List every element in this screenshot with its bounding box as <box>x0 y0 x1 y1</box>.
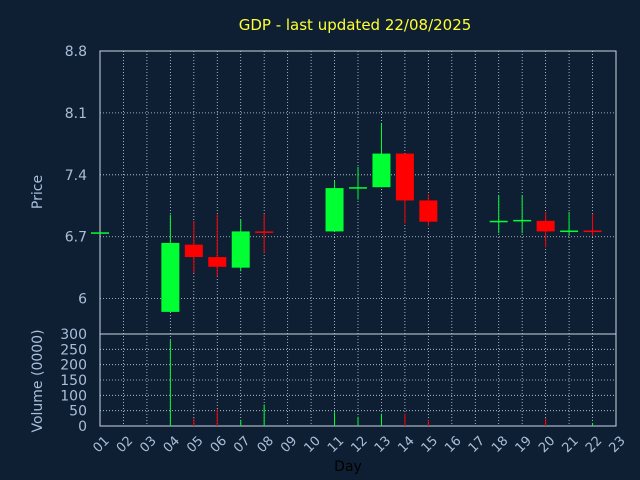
volume-tick-label: 200 <box>60 358 87 374</box>
price-tick-label: 6.7 <box>65 230 87 246</box>
candle-body <box>395 153 414 201</box>
volume-tick-label: 50 <box>69 404 87 420</box>
candle-body <box>489 220 508 223</box>
price-tick-label: 7.4 <box>65 168 87 184</box>
x-axis: 01 02 03 04 05 06 07 08 09 10 11 12 13 14 15 16 17 18 19 20… <box>90 434 628 456</box>
volume-tick-label: 0 <box>78 419 87 435</box>
volume-tick-label: 100 <box>60 388 87 404</box>
candle-body <box>91 232 109 234</box>
price-panel: 8.8 8.1 7.4 6.7 6 <box>65 44 617 426</box>
volume-tick-label: 300 <box>60 327 87 343</box>
price-axis-label: Price <box>30 175 46 209</box>
candle-body <box>583 230 602 233</box>
chart-title: GDP - last updated 22/08/2025 <box>239 16 472 34</box>
candle-body <box>560 230 579 233</box>
candle-body <box>208 257 227 267</box>
candle-body <box>184 244 203 258</box>
volume-tick-label: 250 <box>60 342 87 358</box>
price-tick-label: 6 <box>78 292 87 308</box>
candle-body <box>513 219 532 222</box>
price-tick-label: 8.8 <box>65 44 87 60</box>
candle-body <box>349 187 367 189</box>
candle-body <box>231 231 250 268</box>
candle-body <box>419 200 438 222</box>
volume-axis-label: Volume (0000) <box>30 329 46 432</box>
candle-body <box>161 242 180 312</box>
candle-body <box>372 153 391 188</box>
x-axis-label: Day <box>334 459 362 475</box>
price-tick-label: 8.1 <box>65 106 87 122</box>
candle-body <box>255 231 274 233</box>
candle-body <box>536 220 555 232</box>
volume-tick-label: 150 <box>60 373 87 389</box>
candle-body <box>325 188 344 232</box>
